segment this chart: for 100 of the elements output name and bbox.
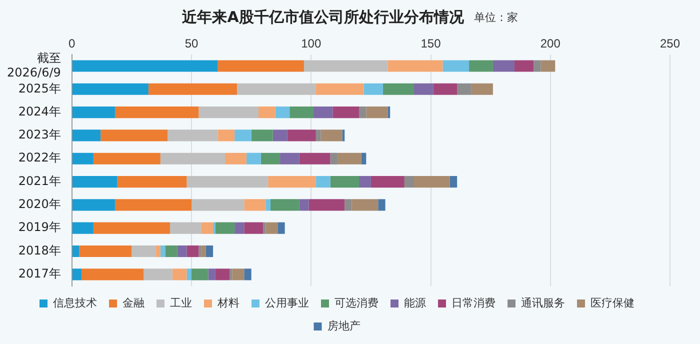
bar xyxy=(114,199,192,211)
bar xyxy=(79,245,132,258)
bar xyxy=(72,152,94,164)
bar xyxy=(244,268,252,280)
bar xyxy=(471,83,493,95)
bar xyxy=(320,130,342,142)
bar xyxy=(268,176,316,188)
bar xyxy=(266,199,270,211)
x-tick-label: 100 xyxy=(301,36,322,51)
bar xyxy=(332,106,359,118)
legend-label: 可选消费 xyxy=(334,296,378,310)
bar xyxy=(168,130,218,142)
bar xyxy=(100,130,168,142)
bar xyxy=(457,83,472,95)
bar xyxy=(208,268,216,280)
bar xyxy=(236,83,316,95)
bar xyxy=(382,83,414,95)
legend-label: 公用事业 xyxy=(265,296,309,310)
bar xyxy=(358,176,371,188)
bar xyxy=(299,199,309,211)
bar xyxy=(117,176,187,188)
y-tick-label: 2020年 xyxy=(18,197,61,212)
legend-label: 金融 xyxy=(122,296,144,310)
bar xyxy=(378,199,386,211)
bar xyxy=(433,83,458,95)
bar xyxy=(244,199,266,211)
y-tick-label: 2023年 xyxy=(18,128,61,142)
y-tick-label: 2022年 xyxy=(18,150,61,165)
bar xyxy=(192,199,244,211)
bar xyxy=(330,176,359,188)
bar xyxy=(251,130,273,142)
bar xyxy=(218,60,304,72)
bar xyxy=(316,176,330,188)
bar xyxy=(337,152,362,164)
y-tick-label: 2019年 xyxy=(18,220,61,234)
x-tick-label: 0 xyxy=(68,36,76,51)
y-tick-label: 2024年 xyxy=(18,104,61,118)
bar xyxy=(156,245,160,258)
bar xyxy=(414,83,434,95)
bar xyxy=(225,152,247,164)
y-tick-label: 2018年 xyxy=(18,243,61,258)
bar xyxy=(534,60,541,72)
bar xyxy=(93,222,170,234)
y-tick-label: 2017年 xyxy=(18,266,61,281)
bar xyxy=(215,222,235,234)
bar xyxy=(414,176,450,188)
bar xyxy=(132,245,156,258)
bar xyxy=(72,130,101,142)
bar xyxy=(388,106,390,118)
bar xyxy=(280,152,300,164)
bar xyxy=(81,268,144,280)
bar xyxy=(72,199,115,211)
bar xyxy=(352,199,378,211)
bar xyxy=(404,176,414,188)
bar xyxy=(275,106,290,118)
bar xyxy=(186,268,192,280)
bar xyxy=(492,60,514,72)
bar xyxy=(72,106,115,118)
bar xyxy=(304,60,388,72)
bar xyxy=(316,130,321,142)
bar xyxy=(388,60,443,72)
x-tick-label: 50 xyxy=(184,36,199,51)
bar xyxy=(144,268,172,280)
bar xyxy=(258,106,276,118)
bar xyxy=(218,130,235,142)
bar xyxy=(234,222,244,234)
legend-label: 材料 xyxy=(216,296,240,310)
bar xyxy=(266,222,278,234)
bar xyxy=(114,106,199,118)
bar xyxy=(165,245,178,258)
bar xyxy=(160,152,226,164)
legend-label: 能源 xyxy=(404,296,426,310)
x-tick-label: 150 xyxy=(420,36,442,51)
bar xyxy=(72,60,218,72)
y-tick-label: 2021年 xyxy=(18,174,61,188)
y-tick-label: 截至 2026/6/9 xyxy=(6,50,61,80)
bar xyxy=(361,152,366,164)
bar xyxy=(198,245,202,258)
bar xyxy=(72,268,82,280)
bar xyxy=(260,152,280,164)
bar xyxy=(72,176,118,188)
legend-label: 信息技术 xyxy=(53,296,97,310)
bar xyxy=(198,106,259,118)
bar xyxy=(192,268,208,280)
bar xyxy=(215,268,230,280)
bar xyxy=(232,268,244,280)
bar xyxy=(278,222,285,234)
bar xyxy=(160,245,166,258)
bar xyxy=(201,222,214,234)
bar xyxy=(206,245,214,258)
bar xyxy=(72,222,94,234)
bar xyxy=(364,83,383,95)
bar xyxy=(442,60,470,72)
bar xyxy=(244,222,264,234)
bar xyxy=(177,245,187,258)
x-tick-label: 200 xyxy=(540,36,561,51)
bar xyxy=(299,152,330,164)
legend-label: 房地产 xyxy=(327,319,360,332)
bar xyxy=(234,130,252,142)
bar xyxy=(72,245,80,258)
